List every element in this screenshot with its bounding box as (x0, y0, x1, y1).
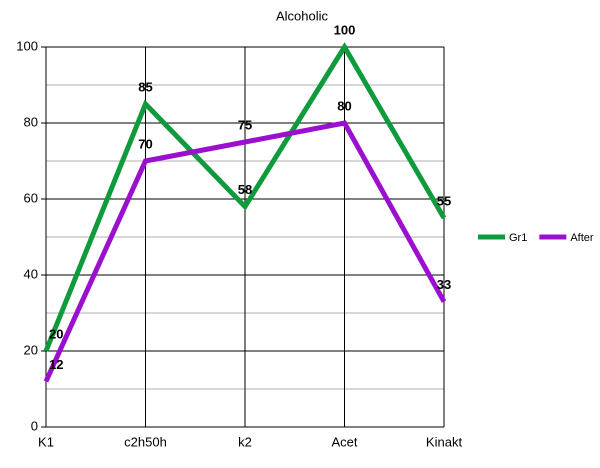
y-tick-label: 20 (24, 342, 38, 357)
data-label: 58 (238, 182, 252, 197)
data-label: 12 (49, 357, 63, 372)
data-label: 85 (138, 79, 152, 94)
data-label: 55 (437, 193, 451, 208)
data-label: 80 (337, 98, 351, 113)
series-line (43, 42, 447, 352)
series-line (43, 120, 447, 383)
y-tick-label: 40 (24, 266, 38, 281)
y-tick-label: 80 (24, 114, 38, 129)
data-label: 20 (49, 326, 63, 341)
x-tick-label: Kinakt (426, 434, 463, 449)
x-tick-label: c2h50h (124, 434, 167, 449)
data-label: 33 (437, 277, 451, 292)
x-tick-label: k2 (238, 434, 252, 449)
legend-label: Gr1 (509, 232, 527, 244)
y-tick-label: 60 (24, 190, 38, 205)
chart-title: Alcoholic (276, 8, 329, 23)
data-label: 100 (334, 22, 356, 37)
x-tick-label: Acet (331, 434, 357, 449)
y-tick-label: 0 (31, 418, 38, 433)
y-tick-label: 100 (16, 38, 38, 53)
legend-label: After (570, 232, 594, 244)
data-label: 70 (138, 136, 152, 151)
x-tick-label: K1 (38, 434, 54, 449)
data-label: 75 (238, 117, 252, 132)
